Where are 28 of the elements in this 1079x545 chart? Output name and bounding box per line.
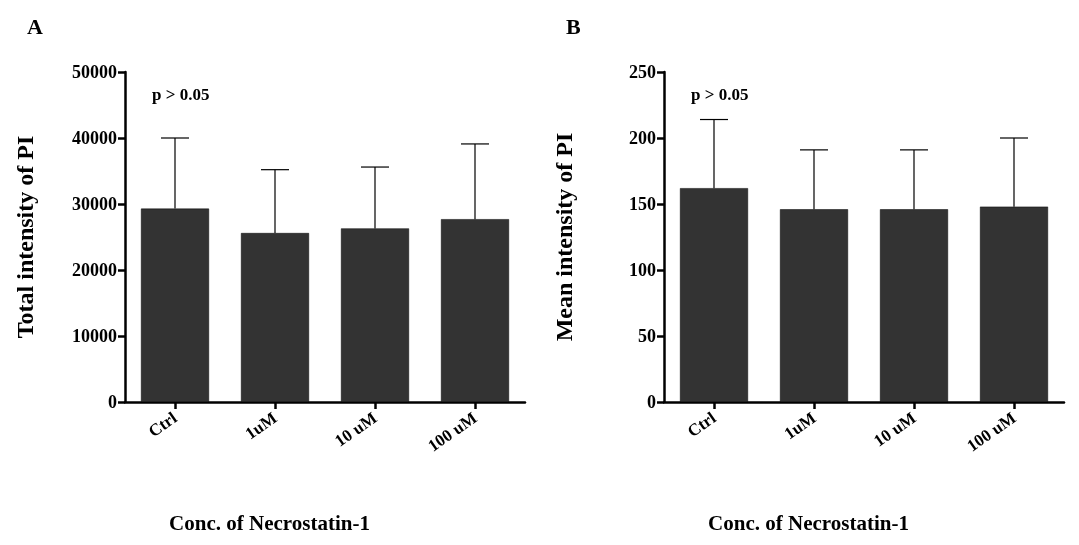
x-tick-label: 10 uM	[870, 408, 920, 451]
y-tick-label: 0	[647, 392, 656, 412]
y-tick-label: 50000	[72, 62, 117, 82]
x-tick-label: 1uM	[780, 408, 820, 444]
y-tick-label: 50	[638, 326, 656, 346]
annotation: p > 0.05	[152, 85, 210, 104]
chart-title: A	[27, 13, 43, 39]
x-tick-label: Ctrl	[144, 408, 181, 442]
y-axis-title: Total intensity of PI	[12, 135, 38, 339]
annotation: p > 0.05	[691, 85, 749, 104]
x-tick-label: 100 uM	[963, 408, 1020, 456]
y-tick-label: 10000	[72, 326, 117, 346]
x-tick-label: Ctrl	[683, 408, 720, 442]
chart-title: B	[566, 13, 581, 39]
y-tick-label: 250	[629, 62, 656, 82]
y-tick-label: 200	[629, 128, 656, 148]
y-tick-label: 150	[629, 194, 656, 214]
x-tick-label: 10 uM	[331, 408, 381, 451]
y-tick-label: 40000	[72, 128, 117, 148]
x-axis-title: Conc. of Necrostatin-1	[708, 510, 909, 535]
x-axis-title: Conc. of Necrostatin-1	[169, 510, 370, 535]
y-tick-label: 100	[629, 260, 656, 280]
y-tick-label: 30000	[72, 194, 117, 214]
y-tick-label: 0	[108, 392, 117, 412]
y-tick-label: 20000	[72, 260, 117, 280]
y-axis-title: Mean intensity of PI	[551, 132, 577, 342]
x-tick-label: 1uM	[241, 408, 281, 444]
x-tick-label: 100 uM	[424, 408, 481, 456]
